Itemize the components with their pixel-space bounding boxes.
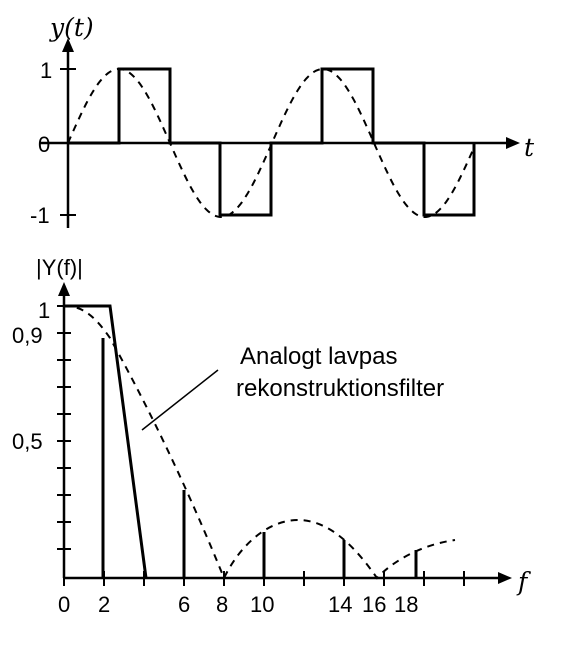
top-x-axis-label: t [524,133,535,162]
x-tick-label-16: 16 [362,592,386,617]
pulse-signal [68,67,476,217]
top-y-axis-label: y(t) [49,13,94,42]
bottom-plot: |Y(f)| f 1 0,9 0,5 0 2 6 8 10 14 16 18 A… [12,255,531,617]
bottom-y-axis-label: |Y(f)| [36,255,83,280]
bottom-y-tick-label-0-9: 0,9 [12,323,43,348]
x-tick-label-0: 0 [58,592,70,617]
bottom-x-axis-label: f [516,567,531,596]
x-tick-label-10: 10 [250,592,274,617]
top-x-axis-arrow [506,137,520,149]
top-y-axis-arrow [62,38,74,52]
annotation-line-2: rekonstruktionsfilter [236,375,444,402]
x-tick-label-14: 14 [328,592,352,617]
bottom-x-axis-arrow [498,572,512,584]
x-tick-label-6: 6 [178,592,190,617]
top-y-tick-label-neg1: -1 [30,203,50,228]
bottom-y-tick-label-1: 1 [38,298,50,323]
x-tick-label-8: 8 [216,592,228,617]
annotation-line-1: Analogt lavpas [240,343,397,370]
bottom-y-axis-arrow [58,282,70,296]
x-tick-label-2: 2 [98,592,110,617]
x-tick-label-18: 18 [394,592,418,617]
sinc-envelope [63,305,456,581]
annotation-leader-line [141,369,219,431]
top-y-tick-label-0: 0 [38,132,50,157]
bottom-y-tick-label-0-5: 0,5 [12,429,43,454]
top-y-tick-label-1: 1 [40,58,52,83]
top-plot: y(t) t 1 0 -1 [30,13,535,228]
bottom-y-ticks [57,305,71,550]
sinusoid-signal [67,68,475,218]
lowpass-filter-curve [64,304,148,579]
